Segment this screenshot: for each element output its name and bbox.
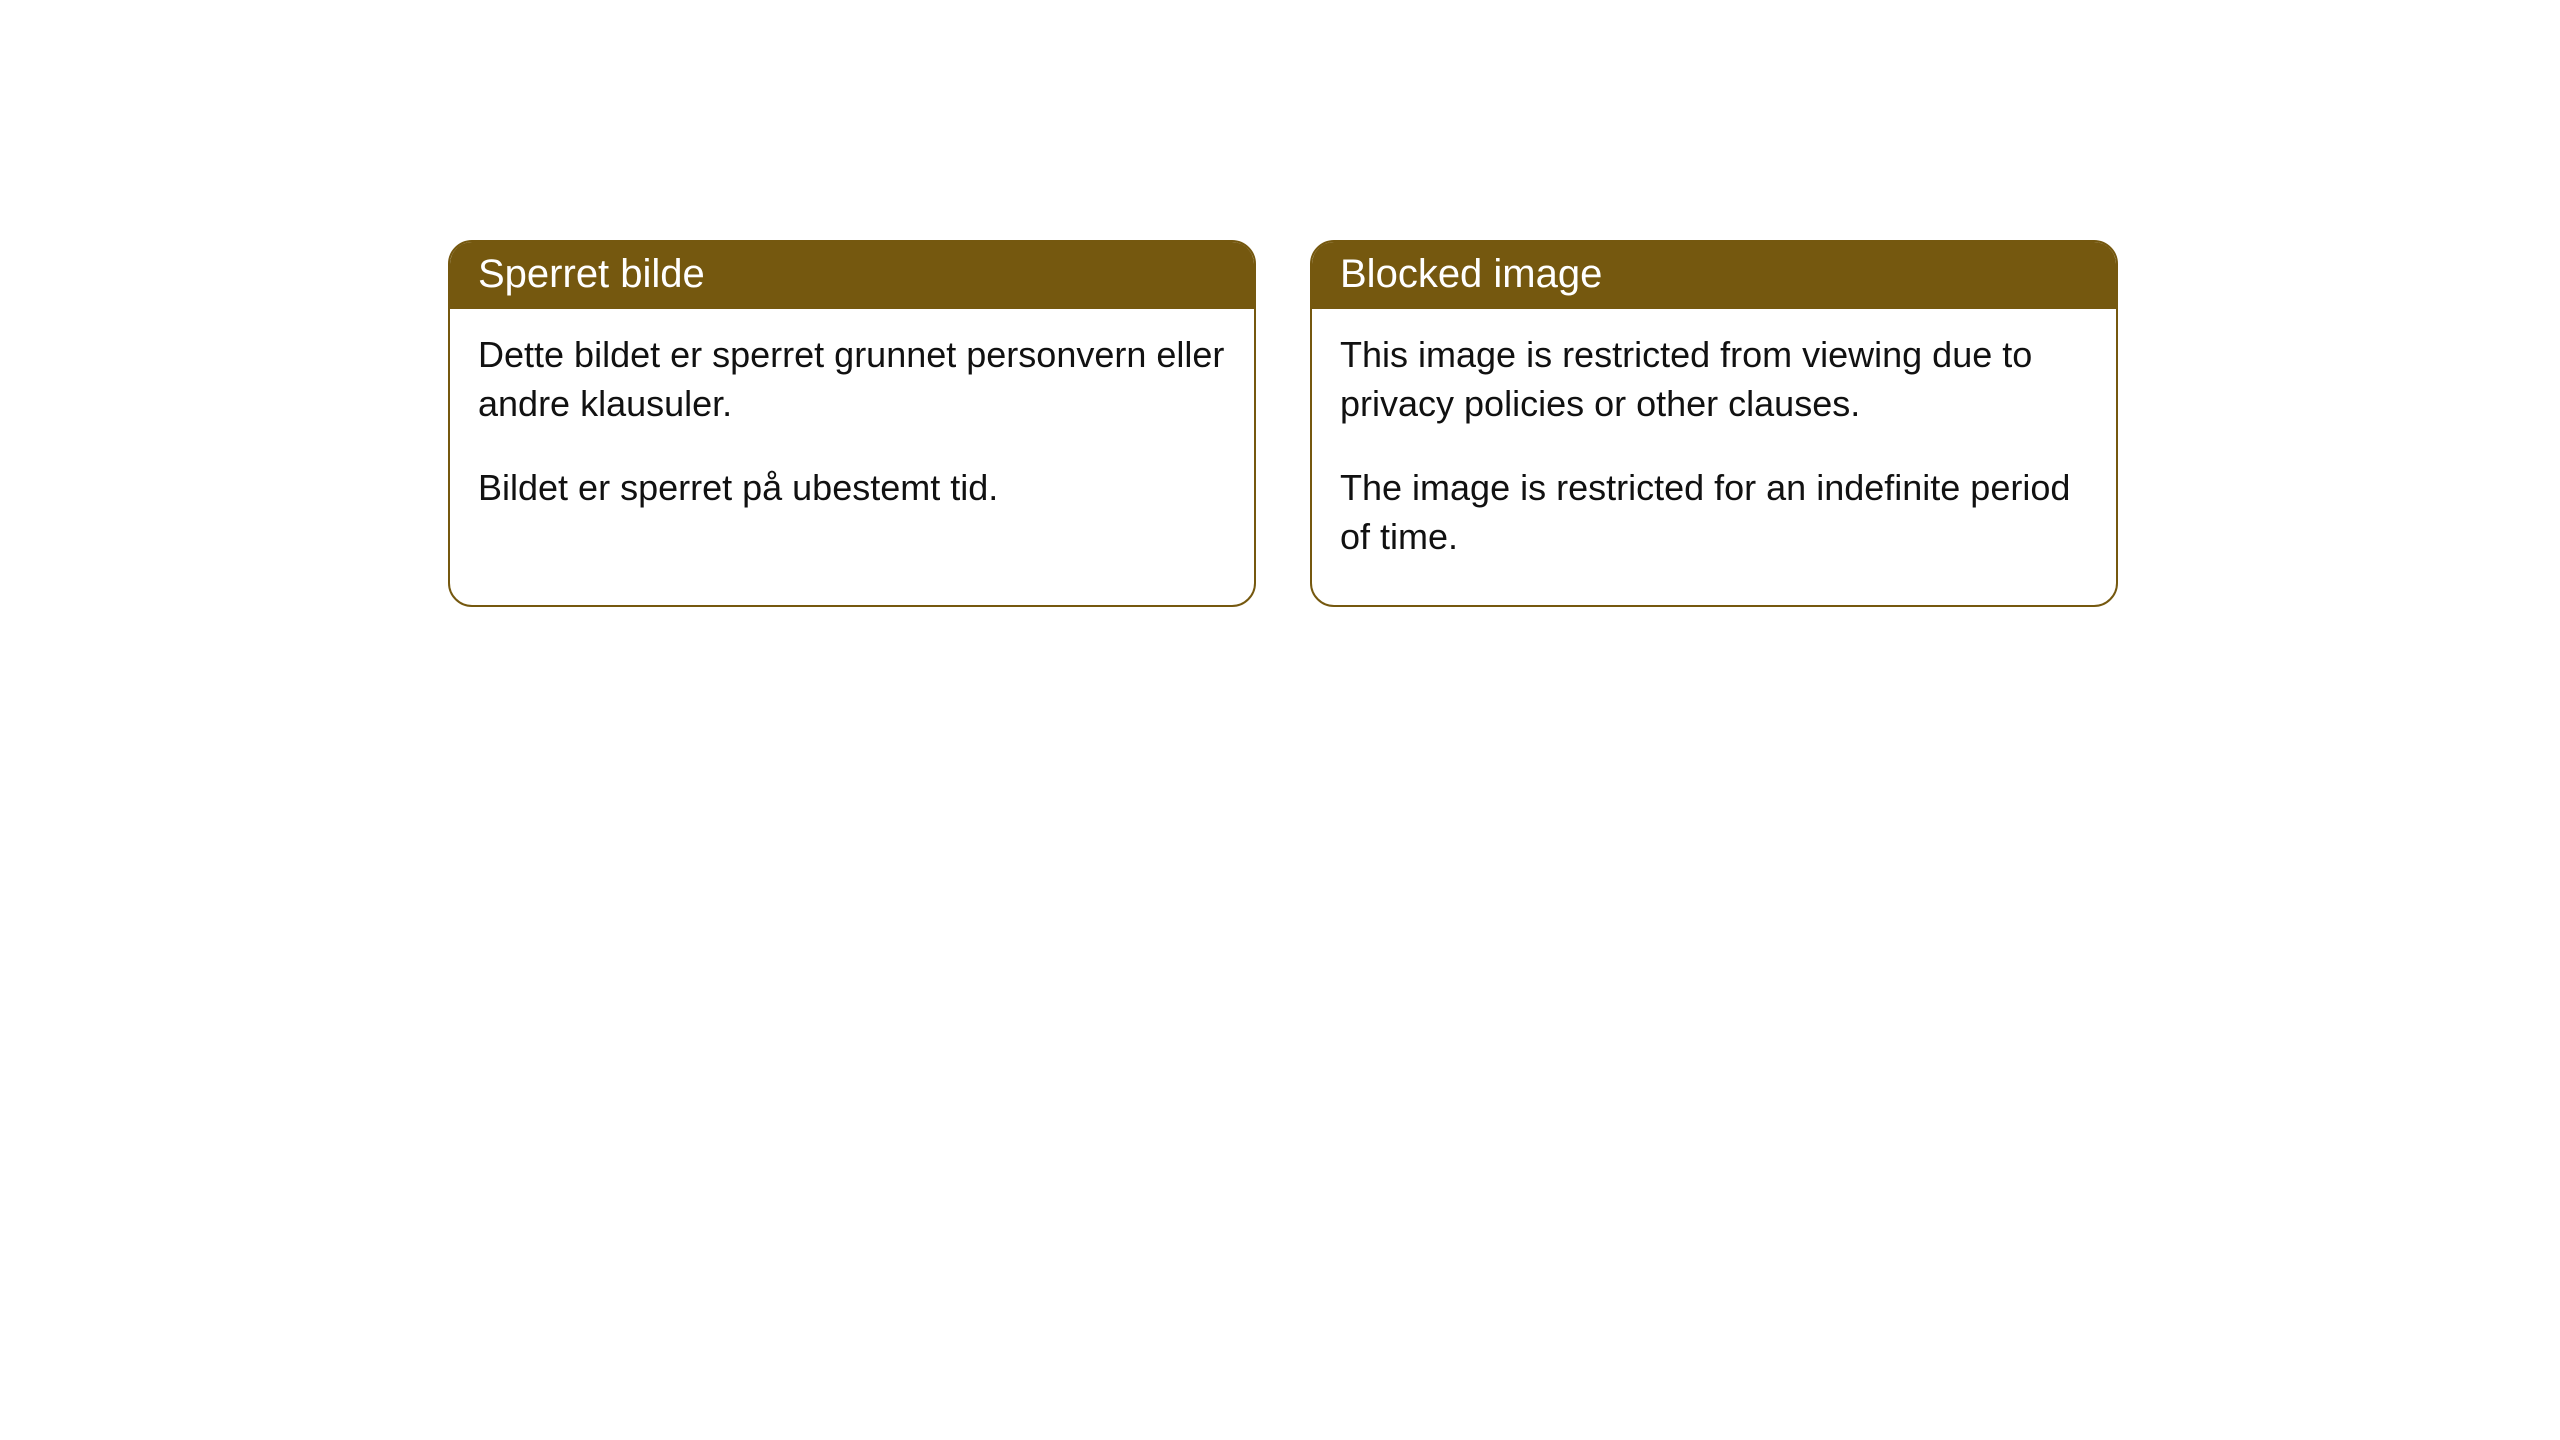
card-paragraph: Dette bildet er sperret grunnet personve… (478, 331, 1226, 428)
card-body: Dette bildet er sperret grunnet personve… (450, 309, 1254, 557)
blocked-image-card-norwegian: Sperret bilde Dette bildet er sperret gr… (448, 240, 1256, 607)
blocked-image-card-english: Blocked image This image is restricted f… (1310, 240, 2118, 607)
card-title: Blocked image (1340, 252, 1602, 296)
card-header: Sperret bilde (450, 242, 1254, 309)
card-paragraph: This image is restricted from viewing du… (1340, 331, 2088, 428)
card-header: Blocked image (1312, 242, 2116, 309)
card-paragraph: Bildet er sperret på ubestemt tid. (478, 464, 1226, 513)
notice-cards-container: Sperret bilde Dette bildet er sperret gr… (448, 240, 2118, 607)
card-title: Sperret bilde (478, 252, 705, 296)
card-body: This image is restricted from viewing du… (1312, 309, 2116, 605)
card-paragraph: The image is restricted for an indefinit… (1340, 464, 2088, 561)
